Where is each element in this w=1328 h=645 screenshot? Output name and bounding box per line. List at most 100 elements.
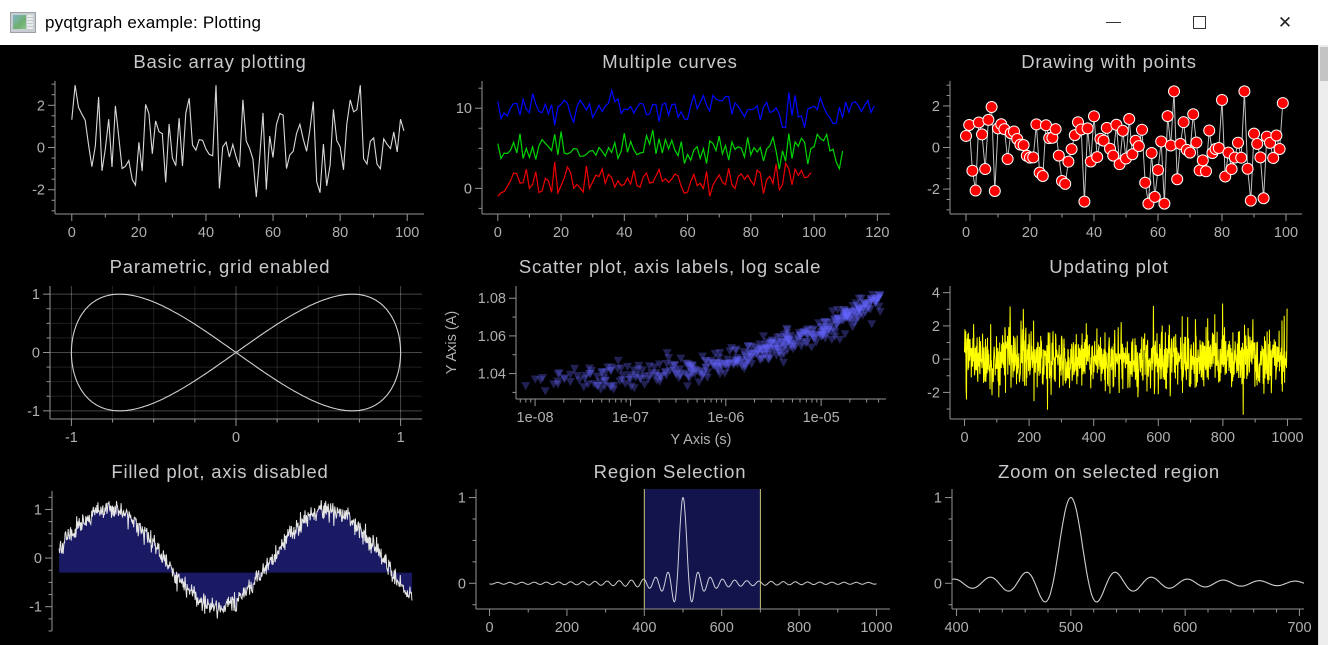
plot-title: Drawing with points <box>1021 51 1197 72</box>
svg-text:0: 0 <box>32 346 40 362</box>
svg-text:1e-06: 1e-06 <box>707 410 744 426</box>
svg-text:0: 0 <box>934 576 942 592</box>
svg-text:60: 60 <box>1150 225 1166 241</box>
app-icon-pane <box>13 15 26 29</box>
svg-text:60: 60 <box>265 225 281 241</box>
svg-text:1: 1 <box>458 491 466 507</box>
plot-cell-zoom-region: Zoom on selected region 0 1 400 500 600 700 <box>900 455 1318 645</box>
app-icon <box>10 12 36 33</box>
svg-text:2: 2 <box>932 319 940 335</box>
svg-text:0: 0 <box>494 225 502 241</box>
plot-canvas-basic-array-plotting[interactable]: -2 0 2 0 20 40 60 80 100 <box>0 75 440 250</box>
plot-cell-scatter-log-scale: Scatter plot, axis labels, log scale 1.0… <box>440 250 900 455</box>
svg-text:20: 20 <box>131 225 147 241</box>
svg-text:0: 0 <box>34 551 42 567</box>
svg-text:0: 0 <box>962 225 970 241</box>
svg-text:1: 1 <box>34 502 42 518</box>
close-icon: ✕ <box>1277 13 1293 32</box>
window-title: pyqtgraph example: Plotting <box>45 12 262 32</box>
svg-text:40: 40 <box>1086 225 1102 241</box>
svg-text:100: 100 <box>802 225 826 241</box>
svg-text:80: 80 <box>332 225 348 241</box>
plot-canvas-multiple-curves[interactable]: 0 10 0 20 40 60 80 100 120 <box>440 75 900 250</box>
svg-text:1e-07: 1e-07 <box>612 410 649 426</box>
title-bar: pyqtgraph example: Plotting ✕ <box>0 0 1328 45</box>
svg-text:1.08: 1.08 <box>478 291 506 307</box>
svg-text:600: 600 <box>710 620 734 636</box>
plot-title: Scatter plot, axis labels, log scale <box>518 256 822 277</box>
svg-text:40: 40 <box>198 225 214 241</box>
plot-cell-region-selection: Region Selection 0 1 0 200 400 600 800 1000 <box>440 455 900 645</box>
svg-text:100: 100 <box>1274 225 1298 241</box>
plot-canvas-region-selection[interactable]: 0 1 0 200 400 600 800 1000 <box>440 485 900 645</box>
svg-text:40: 40 <box>616 225 632 241</box>
plot-title: Basic array plotting <box>133 51 307 72</box>
y-axis-label: Y Axis (A) <box>444 311 460 374</box>
svg-text:1000: 1000 <box>860 620 892 636</box>
svg-text:-2: -2 <box>32 183 45 199</box>
svg-text:1.06: 1.06 <box>478 329 506 345</box>
maximize-button[interactable] <box>1156 0 1242 45</box>
close-button[interactable]: ✕ <box>1242 0 1328 45</box>
plot-cell-multiple-curves: Multiple curves 0 10 0 20 40 60 80 100 120 <box>440 45 900 250</box>
svg-text:10: 10 <box>456 101 472 117</box>
svg-text:600: 600 <box>1146 430 1170 446</box>
plot-title: Filled plot, axis disabled <box>111 461 329 482</box>
svg-text:1: 1 <box>32 287 40 303</box>
svg-text:1: 1 <box>397 430 405 446</box>
plot-canvas-filled-plot[interactable]: -1 0 1 <box>0 485 440 645</box>
svg-text:20: 20 <box>553 225 569 241</box>
svg-text:-1: -1 <box>65 430 78 446</box>
plot-canvas-zoom-region[interactable]: 0 1 400 500 600 700 <box>900 485 1318 645</box>
plot-canvas-parametric-grid[interactable]: -1 0 1 -1 0 1 <box>0 280 440 455</box>
svg-text:800: 800 <box>1211 430 1235 446</box>
plot-title: Updating plot <box>1049 256 1169 277</box>
svg-text:80: 80 <box>743 225 759 241</box>
svg-text:20: 20 <box>1022 225 1038 241</box>
svg-text:800: 800 <box>787 620 811 636</box>
plot-grid: Basic array plotting -2 0 2 0 20 40 60 80 100 Mu… <box>0 45 1318 645</box>
svg-text:1000: 1000 <box>1271 430 1303 446</box>
svg-text:0: 0 <box>960 430 968 446</box>
scrollbar-thumb[interactable] <box>1320 47 1328 81</box>
svg-text:0: 0 <box>68 225 76 241</box>
svg-text:1e-05: 1e-05 <box>803 410 840 426</box>
svg-text:0: 0 <box>232 430 240 446</box>
svg-text:600: 600 <box>1173 620 1197 636</box>
x-axis-label: Y Axis (s) <box>671 432 732 448</box>
svg-text:0: 0 <box>37 141 45 157</box>
svg-text:80: 80 <box>1214 225 1230 241</box>
plot-canvas-updating-plot[interactable]: -2 0 2 4 0 200 400 600 800 1000 <box>900 280 1318 455</box>
maximize-icon <box>1192 16 1206 29</box>
svg-text:200: 200 <box>1017 430 1041 446</box>
minimize-button[interactable] <box>1070 0 1156 45</box>
svg-text:1e-08: 1e-08 <box>517 410 554 426</box>
plot-title: Region Selection <box>593 461 747 482</box>
minimize-icon <box>1105 22 1121 23</box>
plot-title: Parametric, grid enabled <box>109 256 331 277</box>
svg-text:400: 400 <box>632 620 656 636</box>
plot-cell-filled-plot: Filled plot, axis disabled -1 0 1 <box>0 455 440 645</box>
plot-cell-updating-plot: Updating plot -2 0 2 4 0 200 400 600 800 1000 <box>900 250 1318 455</box>
vertical-scrollbar[interactable] <box>1318 45 1328 645</box>
plot-title: Multiple curves <box>602 51 738 72</box>
svg-text:2: 2 <box>37 98 45 114</box>
svg-text:100: 100 <box>395 225 419 241</box>
svg-text:4: 4 <box>932 286 940 302</box>
svg-text:0: 0 <box>464 181 472 197</box>
svg-text:2: 2 <box>932 99 940 115</box>
svg-text:60: 60 <box>680 225 696 241</box>
svg-text:700: 700 <box>1287 620 1311 636</box>
plot-canvas-drawing-with-points[interactable]: -2 0 2 0 20 40 60 80 100 <box>900 75 1318 250</box>
svg-text:0: 0 <box>932 352 940 368</box>
svg-text:1: 1 <box>934 491 942 507</box>
plot-cell-parametric-grid: Parametric, grid enabled -1 0 1 -1 0 1 <box>0 250 440 455</box>
svg-text:400: 400 <box>944 620 968 636</box>
svg-text:-1: -1 <box>29 600 42 616</box>
svg-text:-1: -1 <box>27 404 40 420</box>
app-icon-sidebar <box>27 15 33 29</box>
svg-text:200: 200 <box>555 620 579 636</box>
plot-cell-drawing-with-points: Drawing with points -2 0 2 0 20 40 60 80 100 <box>900 45 1318 250</box>
plot-canvas-scatter-log-scale[interactable]: 1.04 1.06 1.08 1e-08 1e-07 1e-06 1e-05 Y Axis (… <box>440 280 900 455</box>
plot-title: Zoom on selected region <box>997 461 1221 482</box>
